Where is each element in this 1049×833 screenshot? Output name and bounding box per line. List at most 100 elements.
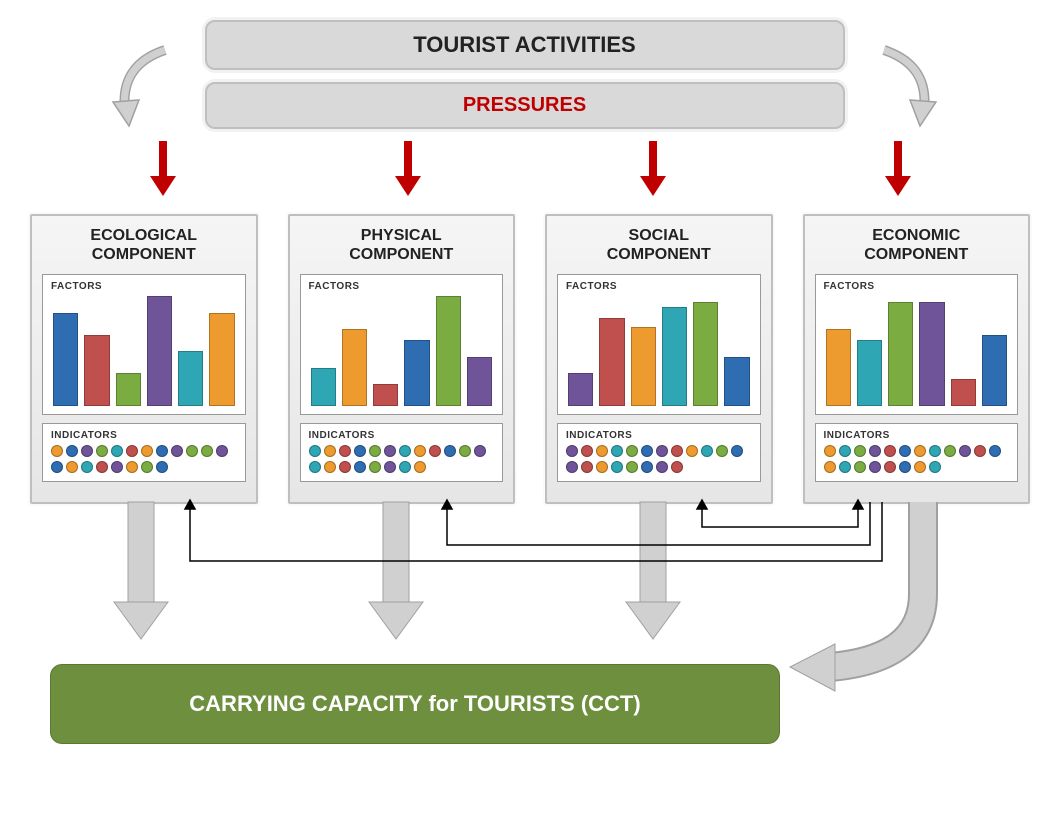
factors-bar-chart [824,296,1010,406]
indicator-dot [914,445,926,457]
bar [826,329,851,406]
indicator-dot [459,445,471,457]
bar [631,327,656,406]
indicator-dot [324,461,336,473]
indicator-dot [671,445,683,457]
bar [436,296,461,406]
gray-down-arrow [114,502,168,639]
indicator-dot [399,445,411,457]
factors-box: FACTORS [300,274,504,415]
indicator-dot [566,461,578,473]
indicator-dot [339,461,351,473]
indicator-dot [429,445,441,457]
factors-box: FACTORS [42,274,246,415]
components-row: ECOLOGICAL COMPONENTFACTORSINDICATORSPHY… [30,214,1030,504]
indicator-dot [324,445,336,457]
indicators-label: INDICATORS [51,430,237,441]
factors-box: FACTORS [815,274,1019,415]
indicator-dot [824,461,836,473]
indicator-dot [899,445,911,457]
indicator-dot [414,461,426,473]
factors-bar-chart [566,296,752,406]
tourist-activities-box: TOURIST ACTIVITIES [205,20,845,70]
indicator-dot [989,445,1001,457]
factors-label: FACTORS [824,281,1010,292]
indicator-dot [156,445,168,457]
indicator-dot [186,445,198,457]
indicator-dot [81,445,93,457]
indicators-label: INDICATORS [824,430,1010,441]
indicators-label: INDICATORS [566,430,752,441]
indicator-dot [596,461,608,473]
indicator-dots [824,445,1010,473]
bar [599,318,624,406]
bar [311,368,336,407]
indicator-dot [96,461,108,473]
black-connector [185,500,882,561]
factors-bar-chart [309,296,495,406]
red-arrow-icon [638,141,668,196]
bar [373,384,398,406]
indicator-dot [384,445,396,457]
indicator-dot [686,445,698,457]
bar [404,340,429,406]
indicator-dot [111,461,123,473]
component-social: SOCIAL COMPONENTFACTORSINDICATORS [545,214,773,504]
indicator-dot [66,445,78,457]
indicator-dot [369,445,381,457]
indicator-dot [51,445,63,457]
indicator-dot [854,445,866,457]
indicator-dot [641,461,653,473]
indicator-dot [656,461,668,473]
component-title: PHYSICAL COMPONENT [300,226,504,264]
red-arrow-icon [393,141,423,196]
indicator-dot [626,461,638,473]
indicator-dot [111,445,123,457]
bar [84,335,109,407]
bar [693,302,718,407]
indicator-dots [309,445,495,473]
indicator-dot [884,461,896,473]
red-arrow-icon [148,141,178,196]
factors-box: FACTORS [557,274,761,415]
component-ecological: ECOLOGICAL COMPONENTFACTORSINDICATORS [30,214,258,504]
bar [147,296,172,406]
bar [342,329,367,406]
curved-arrow-right [864,40,944,130]
indicator-dot [611,461,623,473]
bar [888,302,913,407]
bar [857,340,882,406]
indicator-dot [929,445,941,457]
factors-bar-chart [51,296,237,406]
component-title: ECONOMIC COMPONENT [815,226,1019,264]
indicator-dot [216,445,228,457]
bar [919,302,944,407]
gray-curved-arrow [790,502,923,691]
indicator-dot [641,445,653,457]
bar [209,313,234,407]
pressures-label: PRESSURES [463,94,586,116]
bar [178,351,203,406]
red-arrow-icon [883,141,913,196]
indicator-dot [399,461,411,473]
indicator-dot [869,461,881,473]
indicator-dot [156,461,168,473]
indicator-dot [414,445,426,457]
gray-down-arrow [369,502,423,639]
curved-arrow-left [105,40,185,130]
indicator-dot [309,461,321,473]
indicator-dot [731,445,743,457]
indicator-dot [444,445,456,457]
indicator-dot [309,445,321,457]
bar [568,373,593,406]
indicator-dot [869,445,881,457]
indicator-dot [369,461,381,473]
indicators-box: INDICATORS [815,423,1019,482]
indicator-dot [171,445,183,457]
indicator-dot [716,445,728,457]
indicator-dot [384,461,396,473]
red-arrows-row [30,141,1030,196]
gray-down-arrow [626,502,680,639]
indicator-dot [899,461,911,473]
indicator-dot [944,445,956,457]
